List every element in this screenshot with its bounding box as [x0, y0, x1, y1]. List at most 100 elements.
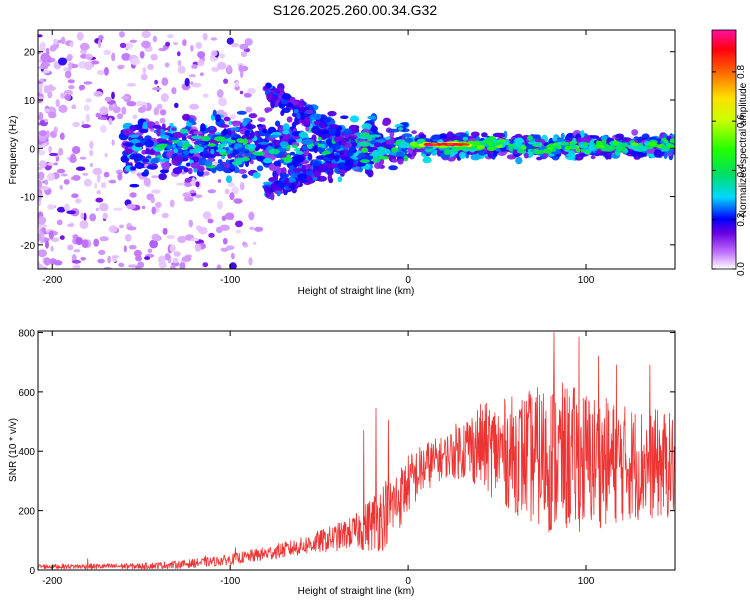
snr-frame — [37, 330, 676, 571]
spectral-blob — [186, 162, 191, 167]
spectral-blob — [67, 244, 74, 251]
spectral-blob — [339, 150, 344, 156]
spectral-blob — [126, 83, 136, 87]
spectral-blob — [226, 64, 232, 74]
spectral-blob — [158, 158, 170, 163]
spectral-blob — [146, 165, 158, 170]
spectral-blob — [275, 120, 281, 127]
spectral-blob — [232, 122, 240, 127]
spectral-blob — [191, 82, 202, 88]
spectral-blob — [89, 140, 94, 149]
spectral-blob — [72, 146, 81, 154]
x-tick-label: 100 — [578, 275, 595, 286]
spectral-blob — [127, 264, 138, 268]
spectral-blob — [236, 110, 247, 115]
spectral-blob — [613, 140, 619, 146]
spectral-blob — [426, 143, 434, 147]
spectral-blob — [134, 162, 145, 170]
spectral-blob — [648, 141, 657, 147]
spectral-blob — [347, 136, 357, 140]
spectral-blob — [161, 162, 171, 170]
spectral-blob — [604, 153, 610, 160]
spectral-blob — [226, 37, 234, 45]
spectral-blob — [224, 188, 230, 195]
spectral-blob — [99, 203, 109, 212]
spectral-blob — [59, 132, 65, 140]
spectral-blob — [43, 85, 49, 94]
spectral-blob — [66, 223, 75, 227]
spectral-blob — [367, 169, 374, 178]
spectral-blob — [329, 163, 338, 169]
spectral-blob — [560, 132, 565, 140]
spectral-blob — [111, 255, 119, 259]
spectral-blob — [207, 189, 216, 194]
spectral-blob — [369, 134, 382, 138]
spectral-blob — [188, 117, 194, 123]
spectral-blob — [292, 100, 299, 106]
spectral-blob — [211, 50, 218, 57]
spectral-blob — [39, 78, 45, 82]
spectral-blob — [234, 81, 239, 88]
spectral-blob — [560, 142, 570, 146]
spectral-blob — [416, 138, 426, 144]
spectral-blob — [192, 131, 203, 135]
spectral-blob — [49, 45, 57, 52]
spectral-blob — [313, 144, 319, 154]
spectral-blob — [121, 106, 127, 115]
spectral-blob — [419, 134, 427, 139]
spectral-blob — [279, 159, 284, 164]
spectral-blob — [252, 172, 261, 179]
spectral-blob — [119, 31, 125, 38]
spectral-blob — [158, 173, 167, 181]
spectral-blob — [85, 113, 91, 123]
spectral-blob — [209, 125, 214, 131]
spectral-blob — [307, 153, 313, 161]
spectral-blob — [214, 114, 221, 122]
spectral-blob — [470, 154, 481, 161]
spectral-blob — [304, 116, 311, 126]
spectral-blob — [597, 140, 603, 146]
spectral-blob — [457, 143, 465, 146]
spectral-blob — [64, 70, 72, 79]
spectral-blob — [63, 89, 73, 96]
spectral-blob — [182, 192, 192, 198]
spectral-blob — [268, 148, 280, 155]
spectral-blob — [527, 135, 534, 141]
spectral-blob — [184, 182, 193, 187]
spectral-blob — [177, 51, 181, 57]
spectral-blob — [233, 134, 239, 139]
spectral-blob — [38, 216, 47, 225]
spectral-blob — [349, 146, 356, 152]
spectral-blob — [661, 145, 668, 150]
spectral-blob — [225, 150, 233, 154]
spectral-blob — [164, 253, 171, 261]
spectral-blob — [49, 258, 57, 265]
spectral-blob — [75, 198, 82, 204]
spectral-blob — [270, 183, 280, 189]
spectral-blob — [53, 126, 58, 134]
spectral-blob — [142, 121, 148, 130]
spectral-blob — [89, 163, 93, 167]
spectral-blob — [398, 141, 410, 149]
spectral-blob — [141, 30, 151, 39]
spectral-blob — [349, 115, 360, 123]
spectral-blob — [44, 118, 48, 123]
spectral-blob — [224, 134, 231, 139]
spectrogram-heatmap — [38, 30, 675, 269]
spectral-blob — [68, 85, 75, 90]
spectral-blob — [472, 141, 481, 145]
spectral-blob — [38, 160, 47, 169]
spectral-blob — [238, 169, 247, 174]
spectral-blob — [284, 177, 290, 187]
spectral-blob — [95, 207, 100, 212]
y-tick-label: 800 — [18, 328, 35, 339]
spectral-blob — [129, 39, 138, 43]
spectral-blob — [513, 150, 518, 155]
spectral-blob — [542, 148, 553, 154]
spectral-blob — [443, 149, 452, 155]
spectral-blob — [108, 104, 114, 111]
spectral-blob — [216, 89, 224, 98]
spectral-blob — [190, 81, 194, 85]
spectral-blob — [179, 262, 186, 269]
spectral-blob — [85, 98, 92, 103]
